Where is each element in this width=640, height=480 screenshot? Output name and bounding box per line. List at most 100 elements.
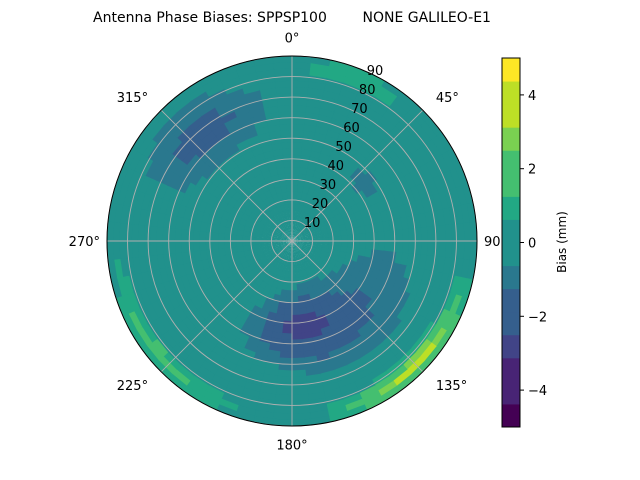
field-cell — [349, 335, 366, 350]
field-cell — [225, 159, 239, 173]
field-cell — [322, 237, 331, 242]
field-cell — [214, 403, 237, 419]
field-cell — [130, 129, 149, 152]
field-cell — [285, 209, 290, 217]
field-cell — [192, 119, 210, 136]
field-cell — [361, 355, 380, 372]
field-cell — [303, 244, 311, 250]
field-cell — [372, 191, 384, 205]
field-cell — [445, 313, 463, 336]
field-cell — [225, 325, 240, 339]
field-cell — [251, 145, 265, 157]
field-cell — [341, 81, 362, 96]
field-cell — [345, 404, 368, 419]
field-cell — [241, 245, 250, 252]
field-cell — [329, 149, 343, 162]
field-cell — [406, 132, 424, 152]
field-cell — [126, 168, 141, 190]
field-cell — [288, 265, 292, 274]
field-cell — [337, 315, 351, 329]
field-cell — [426, 286, 440, 306]
field-cell — [353, 374, 373, 390]
chart-title: Antenna Phase Biases: SPPSP100 NONE GALI… — [93, 10, 491, 26]
field-cell — [210, 283, 223, 297]
field-cell — [425, 324, 443, 345]
field-cell — [237, 353, 254, 366]
field-cell — [286, 184, 293, 192]
field-cell — [367, 365, 387, 382]
field-cell — [291, 296, 299, 304]
field-cell — [120, 292, 135, 315]
field-cell — [155, 181, 169, 200]
field-cell — [365, 241, 374, 251]
field-cell — [323, 310, 336, 322]
field-cell — [286, 246, 291, 254]
field-cell — [232, 132, 248, 145]
field-cell — [415, 198, 427, 216]
field-cell — [245, 154, 258, 167]
field-cell — [379, 385, 402, 404]
field-cell — [297, 242, 306, 246]
field-cell — [345, 358, 364, 373]
field-cell — [194, 292, 208, 307]
angular-tick-label: 90° — [484, 235, 507, 250]
field-cell — [216, 232, 225, 241]
field-cell — [326, 405, 348, 418]
field-cell — [188, 114, 207, 132]
field-cell — [173, 159, 189, 177]
field-cell — [286, 190, 293, 199]
field-cell — [291, 271, 296, 280]
field-cell — [217, 104, 236, 119]
field-cell — [201, 75, 224, 92]
field-cell — [292, 221, 295, 229]
field-cell — [397, 141, 414, 159]
field-cell — [393, 344, 413, 363]
field-cell — [435, 330, 454, 353]
field-cell — [120, 166, 136, 188]
field-cell — [339, 387, 361, 402]
field-cell — [282, 147, 293, 156]
field-cell — [293, 253, 297, 261]
field-cell — [302, 246, 311, 252]
field-cell — [388, 364, 409, 383]
field-cell — [369, 302, 383, 317]
field-cell — [390, 241, 399, 254]
field-cell — [292, 238, 300, 241]
field-cell — [381, 79, 404, 98]
field-cell — [161, 131, 179, 151]
angular-tick-label: 180° — [276, 439, 307, 454]
field-cell — [150, 161, 165, 181]
field-cell — [284, 202, 290, 211]
field-cell — [136, 239, 145, 258]
field-cell — [303, 234, 312, 239]
field-cell — [387, 286, 401, 302]
field-cell — [383, 241, 392, 253]
field-cell — [222, 233, 231, 241]
field-cell — [161, 225, 170, 241]
field-cell — [387, 273, 399, 288]
field-cell — [241, 240, 250, 247]
field-cell — [172, 174, 186, 191]
field-cell — [139, 270, 152, 290]
field-cell — [197, 394, 220, 412]
field-cell — [343, 353, 361, 367]
field-cell — [172, 289, 186, 307]
colorbar — [501, 57, 521, 428]
field-cell — [332, 273, 343, 284]
field-cell — [253, 243, 262, 249]
field-cell — [292, 122, 306, 131]
field-cell — [302, 231, 311, 237]
field-cell — [343, 398, 366, 413]
field-cell — [171, 94, 192, 113]
field-cell — [419, 301, 434, 321]
field-cell — [295, 229, 301, 237]
field-cell — [141, 137, 159, 158]
field-cell — [274, 247, 283, 253]
field-cell — [430, 327, 448, 349]
field-cell — [276, 363, 292, 372]
field-cell — [200, 105, 220, 122]
field-cell — [247, 244, 256, 251]
field-cell — [291, 326, 302, 335]
field-cell — [288, 202, 293, 211]
